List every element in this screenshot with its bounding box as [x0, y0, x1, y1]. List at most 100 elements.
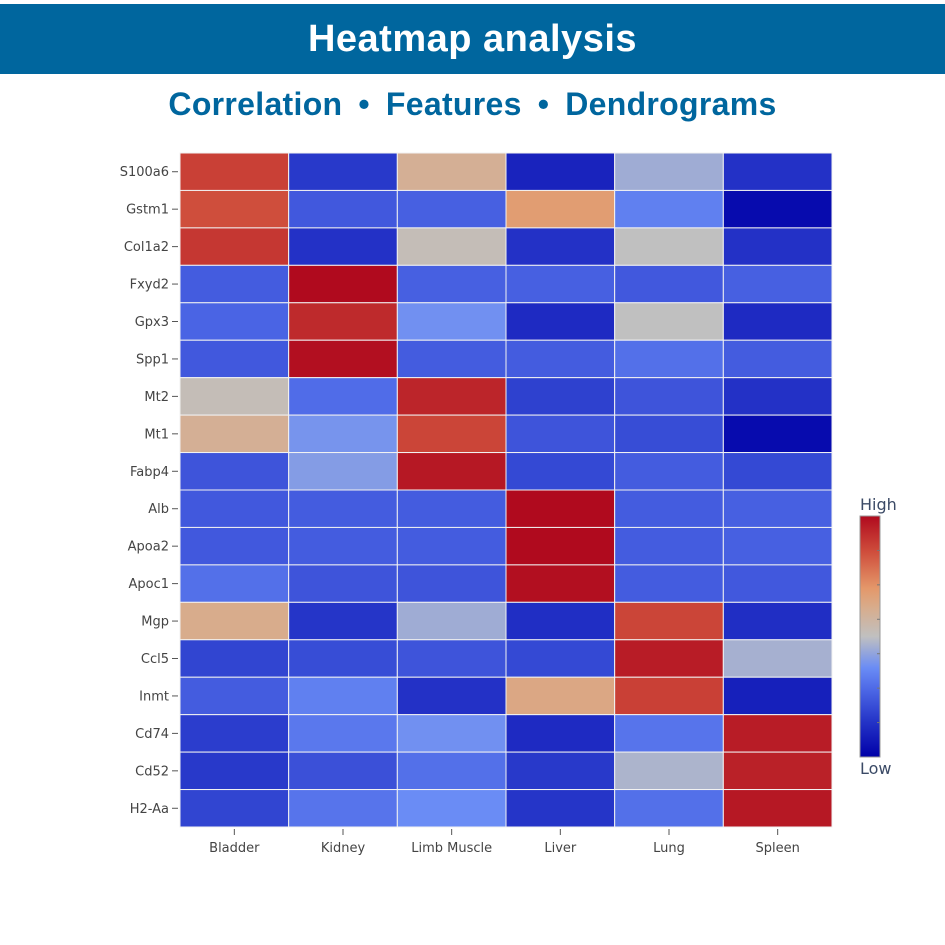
x-axis: Bladder Kidney Limb Muscle Liver Lung Spleen [209, 829, 800, 856]
colorbar-high-label: High [860, 495, 897, 514]
page-subtitle: Correlation • Features • Dendrograms [0, 86, 945, 123]
heatmap-cell: Cd74 / Kidney: 0.32 [288, 714, 398, 753]
heatmap-cell: Mgp / Bladder: 0.62 [179, 601, 290, 641]
heatmap-cell: Mt2 / Kidney: 0.29 [288, 377, 398, 416]
heatmap-cell: Fabp4 / Kidney: 0.41 [288, 452, 398, 491]
heatmap-cell: Gstm1 / Spleen: 0.03 [722, 189, 833, 229]
title-banner: Heatmap analysis [0, 4, 945, 74]
heatmap-cell: Apoa2 / Lung: 0.25 [614, 526, 724, 566]
heatmap-cell: Mt2 / Lung: 0.23 [614, 377, 724, 416]
heatmap-cell: Fxyd2 / Bladder: 0.25 [179, 264, 290, 304]
heatmap-cell: Mt2 / Bladder: 0.52 [179, 377, 290, 416]
heatmap-cell: Col1a2 / Lung: 0.5 [614, 227, 724, 266]
heatmap-cell: H2-Aa / Lung: 0.3 [614, 789, 724, 828]
heatmap-cell: S100a6 / Kidney: 0.16 [288, 152, 398, 191]
subtitle-dendrograms: Dendrograms [565, 86, 777, 122]
heatmap-cell: Apoa2 / Bladder: 0.24 [179, 526, 290, 566]
heatmap-cell: Fabp4 / Bladder: 0.23 [179, 452, 290, 491]
heatmap-cell: Apoa2 / Liver: 1 [505, 526, 616, 566]
heatmap-cell: Gstm1 / Liver: 0.68 [505, 189, 616, 229]
heatmap-cell: Cd74 / Limb Muscle: 0.38 [396, 714, 507, 753]
heatmap-cell: Spp1 / Bladder: 0.24 [179, 339, 290, 379]
heatmap-cell: Fabp4 / Limb Muscle: 0.97 [396, 452, 507, 491]
heatmap-cell: Mt1 / Liver: 0.23 [505, 414, 616, 454]
y-tick-label: Cd74 [135, 727, 169, 742]
y-tick-label: Alb [148, 502, 169, 517]
subtitle-features: Features [385, 86, 522, 122]
y-tick-label: Inmt [139, 689, 169, 704]
y-tick-label: Mgp [141, 615, 169, 630]
colorbar-gradient [859, 515, 881, 758]
heatmap-cell: Apoa2 / Limb Muscle: 0.25 [396, 526, 507, 566]
heatmap-cell: Mgp / Kidney: 0.15 [288, 601, 398, 641]
heatmap-cell: Col1a2 / Liver: 0.14 [505, 227, 616, 266]
heatmap-cell: Mt2 / Spleen: 0.14 [722, 377, 833, 416]
y-tick-label: Fabp4 [130, 465, 169, 480]
heatmap-cell: H2-Aa / Limb Muscle: 0.37 [396, 789, 507, 828]
y-axis: S100a6 Gstm1 Col1a2 Fxyd2 Gpx3 Spp1 Mt2 Mt1 Fabp… [120, 165, 178, 817]
y-tick-label: Apoc1 [128, 577, 169, 592]
x-tick-label: Spleen [755, 841, 799, 856]
colorbar-low-label: Low [860, 759, 892, 778]
heatmap-cell: Gpx3 / Spleen: 0.12 [722, 302, 833, 341]
heatmap-cell: Inmt / Spleen: 0.09 [722, 676, 833, 716]
colorbar: High Low [859, 495, 897, 778]
heatmap-cell: Ccl5 / Lung: 0.96 [614, 639, 724, 678]
heatmap-cell: Apoc1 / Bladder: 0.3 [179, 564, 290, 603]
heatmap-cell: Gpx3 / Limb Muscle: 0.38 [396, 302, 507, 341]
page-title: Heatmap analysis [307, 17, 638, 60]
heatmap-cell: Fabp4 / Liver: 0.2 [505, 452, 616, 491]
heatmap-cell: Apoa2 / Spleen: 0.26 [722, 526, 833, 566]
heatmap-cell: Spp1 / Lung: 0.3 [614, 339, 724, 379]
heatmap-cell: Apoc1 / Kidney: 0.23 [288, 564, 398, 603]
heatmap-cell: Inmt / Limb Muscle: 0.14 [396, 676, 507, 716]
heatmap-cell: Col1a2 / Kidney: 0.14 [288, 227, 398, 266]
heatmap-cell: Apoc1 / Liver: 0.99 [505, 564, 616, 603]
heatmap-cell: H2-Aa / Spleen: 0.97 [722, 789, 833, 828]
heatmap-cell: Mt1 / Spleen: 0.03 [722, 414, 833, 454]
heatmap-cell: Ccl5 / Limb Muscle: 0.23 [396, 639, 507, 678]
heatmap-cell: Cd52 / Spleen: 0.95 [722, 751, 833, 791]
heatmap-cell: S100a6 / Limb Muscle: 0.6 [396, 152, 507, 191]
heatmap-cell: Alb / Lung: 0.25 [614, 489, 724, 528]
heatmap-cell: Mgp / Spleen: 0.13 [722, 601, 833, 641]
heatmap-cell: Gstm1 / Lung: 0.34 [614, 189, 724, 229]
heatmap-cell: Mgp / Limb Muscle: 0.45 [396, 601, 507, 641]
heatmap-cell: Cd74 / Liver: 0.12 [505, 714, 616, 753]
heatmap-cell: Apoc1 / Lung: 0.25 [614, 564, 724, 603]
x-tick-label: Liver [544, 841, 577, 856]
heatmap-cell: Fabp4 / Spleen: 0.2 [722, 452, 833, 491]
heatmap-cell: Spp1 / Kidney: 0.99 [288, 339, 398, 379]
heatmap-cell: Ccl5 / Spleen: 0.46 [722, 639, 833, 678]
y-tick-label: Gpx3 [135, 315, 169, 330]
y-tick-label: H2-Aa [130, 802, 169, 817]
heatmap-cell: Spp1 / Liver: 0.25 [505, 339, 616, 379]
heatmap-cell: Gstm1 / Kidney: 0.24 [288, 189, 398, 229]
heatmap-cell: Cd52 / Limb Muscle: 0.3 [396, 751, 507, 791]
heatmap-cell: Mt2 / Limb Muscle: 0.94 [396, 377, 507, 416]
heatmap-cell: Fxyd2 / Kidney: 1 [288, 264, 398, 304]
heatmap-cell: Gpx3 / Kidney: 0.93 [288, 302, 398, 341]
heatmap-cell: H2-Aa / Liver: 0.15 [505, 789, 616, 828]
heatmap-cell: Mt2 / Liver: 0.18 [505, 377, 616, 416]
heatmap-cell: Cd74 / Spleen: 0.96 [722, 714, 833, 753]
heatmap-cell: Fxyd2 / Spleen: 0.26 [722, 264, 833, 304]
heatmap-cell: Mt1 / Limb Muscle: 0.87 [396, 414, 507, 454]
heatmap-cell: Apoc1 / Spleen: 0.24 [722, 564, 833, 603]
heatmap-cell: Fabp4 / Lung: 0.25 [614, 452, 724, 491]
heatmap-cell: Cd52 / Bladder: 0.16 [179, 751, 290, 791]
heatmap-cell: Gstm1 / Bladder: 0.85 [179, 189, 290, 229]
heatmap-cell: Mt1 / Bladder: 0.6 [179, 414, 290, 454]
heatmap-cell: Gpx3 / Liver: 0.12 [505, 302, 616, 341]
x-tick-label: Bladder [209, 841, 260, 856]
heatmap-cell: Mt1 / Kidney: 0.39 [288, 414, 398, 454]
heatmap-cell: Mt1 / Lung: 0.21 [614, 414, 724, 454]
x-tick-label: Lung [653, 841, 685, 856]
heatmap-cell: Col1a2 / Spleen: 0.14 [722, 227, 833, 266]
y-tick-label: Mt2 [144, 390, 169, 405]
heatmap-cell: Mgp / Lung: 0.87 [614, 601, 724, 641]
heatmap-cell: Spp1 / Limb Muscle: 0.25 [396, 339, 507, 379]
y-tick-label: Gstm1 [126, 203, 169, 218]
y-tick-label: Cd52 [135, 764, 169, 779]
